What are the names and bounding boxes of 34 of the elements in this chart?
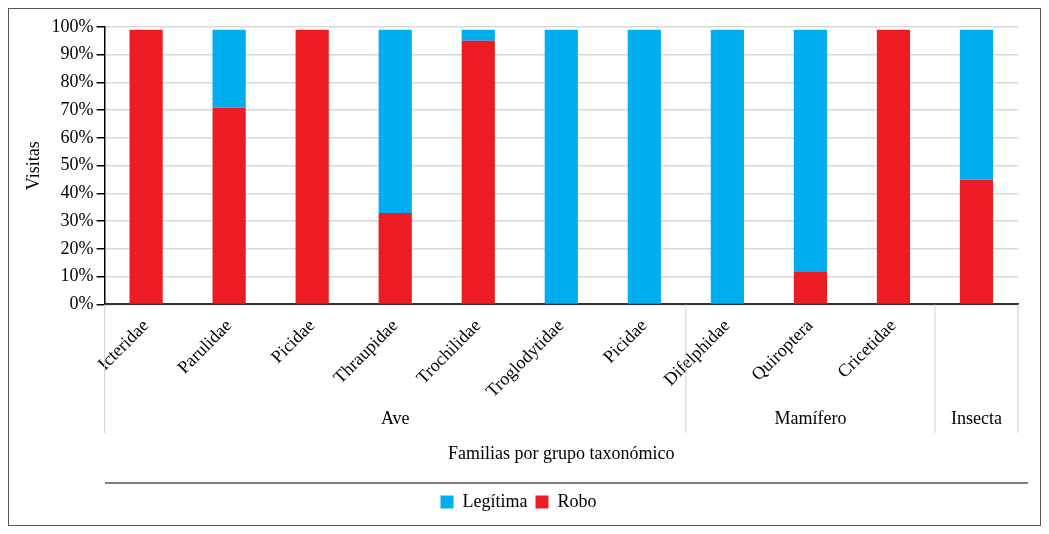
- legend-label: Legítima: [462, 490, 528, 511]
- y-tick-label: 100%: [51, 15, 94, 36]
- bar: [378, 212, 412, 304]
- bar: [461, 29, 495, 41]
- bar: [212, 107, 246, 304]
- y-tick-label: 20%: [60, 237, 94, 258]
- text: Mamífero: [774, 407, 847, 428]
- bar: [876, 29, 911, 304]
- bar: [710, 29, 744, 304]
- y-tick-label: 80%: [60, 71, 94, 92]
- legend-label: Robo: [557, 490, 597, 511]
- bar: [295, 29, 329, 304]
- y-tick-label: 70%: [60, 98, 94, 119]
- x-axis-title: Familias por grupo taxonómico: [448, 442, 675, 463]
- y-tick-label: 0%: [69, 293, 94, 314]
- bar: [544, 29, 578, 304]
- bar: [793, 271, 828, 304]
- bar: [959, 179, 994, 304]
- y-tick-label: 60%: [60, 126, 94, 147]
- bar: [627, 29, 661, 304]
- y-tick-label: 90%: [60, 43, 94, 64]
- text: Insecta: [951, 407, 1002, 428]
- y-tick-label: 40%: [60, 182, 94, 203]
- y-tick-label: 30%: [60, 209, 94, 230]
- bar: [461, 40, 495, 304]
- y-tick-label: 10%: [60, 265, 94, 286]
- bar: [959, 29, 994, 180]
- bar: [129, 29, 163, 304]
- bar: [378, 29, 412, 213]
- bar: [793, 29, 828, 272]
- bar: [212, 29, 246, 108]
- y-tick-label: 50%: [60, 154, 94, 175]
- y-axis-title: Visitas: [22, 141, 43, 191]
- text: Ave: [380, 407, 410, 428]
